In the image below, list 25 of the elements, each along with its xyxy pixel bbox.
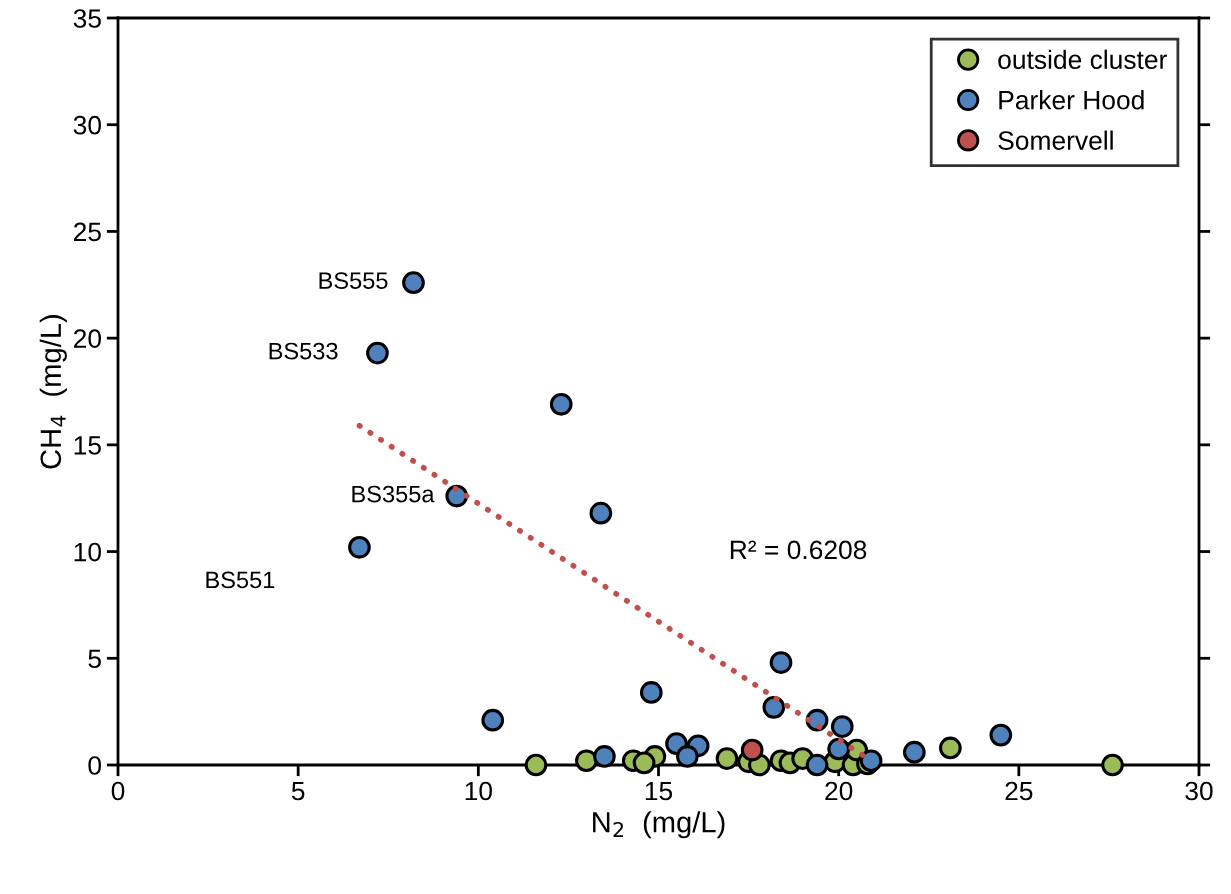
x-tick-label: 10 — [465, 781, 492, 801]
x-tick-label: 25 — [1005, 781, 1033, 801]
annotation: BS551 — [206, 571, 275, 589]
legend-label: outside cluster — [998, 49, 1167, 70]
y-tick-label: 0 — [88, 756, 101, 775]
y-tick-label: 10 — [74, 542, 101, 562]
x-tick-label: 30 — [1185, 781, 1213, 801]
annotation: BS555 — [319, 272, 388, 289]
y-axis-title: CH$_{4}$ (mg/L) — [39, 315, 67, 469]
x-tick-label: 20 — [825, 781, 853, 801]
x-tick-label: 5 — [291, 781, 305, 801]
x-tick-label: 15 — [645, 781, 673, 801]
legend-label: Parker Hood — [999, 90, 1144, 110]
annotation: R² = 0.6208 — [730, 540, 867, 560]
y-tick-label: 30 — [73, 115, 101, 135]
x-axis-title: N$_{2}$ (mg/L) — [593, 811, 725, 839]
x-tick-label: 0 — [111, 781, 125, 801]
y-tick-label: 20 — [74, 329, 101, 348]
y-tick-label: 25 — [74, 222, 101, 242]
y-tick-label: 15 — [74, 436, 101, 455]
annotation: BS355a — [352, 485, 435, 503]
y-tick-label: 5 — [88, 649, 101, 669]
annotation: BS533 — [269, 342, 338, 360]
legend-label: Somervell — [998, 130, 1113, 150]
y-tick-label: 35 — [73, 9, 101, 28]
